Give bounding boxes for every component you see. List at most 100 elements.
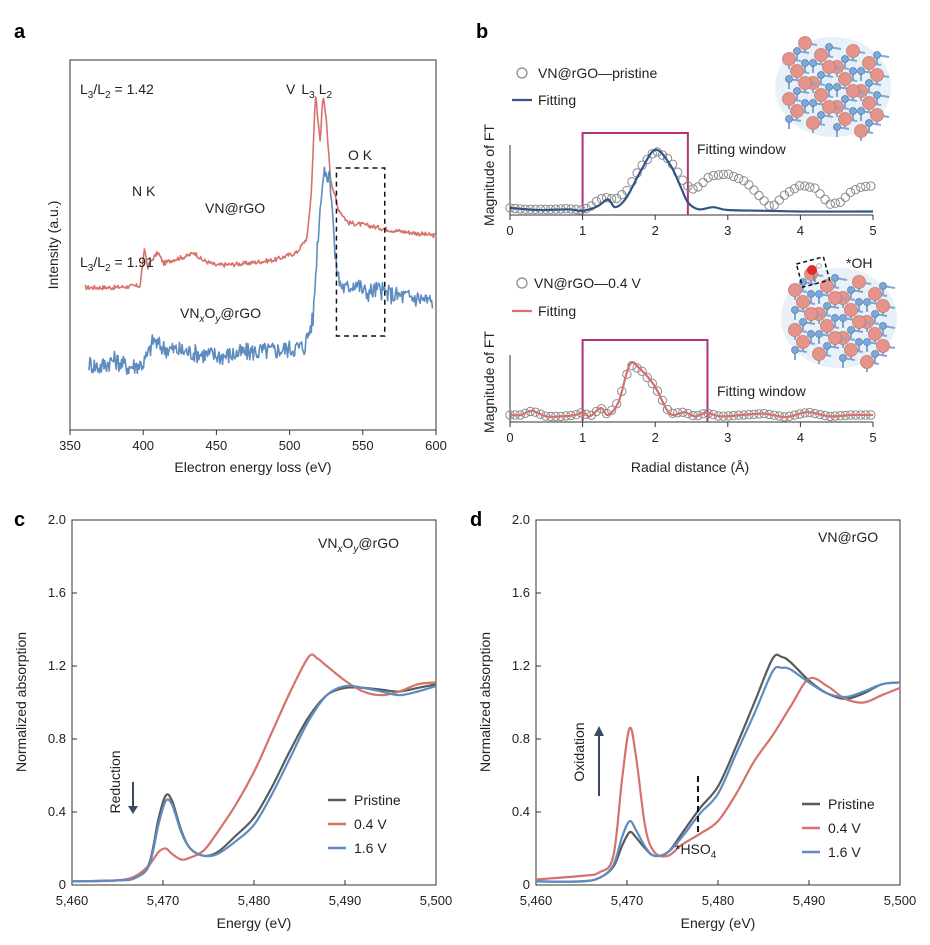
legend-label-fitting-bottom: Fitting xyxy=(538,303,576,319)
ft-marker-1-41 xyxy=(713,170,724,180)
crystal-top-atom-24 xyxy=(841,55,849,63)
crystal-bottom-atom-26 xyxy=(847,326,855,334)
crystal-top-atom-45 xyxy=(870,68,884,82)
crystal-bottom-atom-39 xyxy=(828,331,842,345)
panel-a-x-tick-label-4: 550 xyxy=(352,438,374,453)
ft-marker-1-60 xyxy=(810,183,820,193)
panel-c: c 5,460 5,470 5,480 5,490 5,500 0 0.4 0.8 1.2 1.6… xyxy=(13,509,452,931)
panel-c-title: VNxOy@rGO xyxy=(318,535,399,555)
panel-a-x-ticks: 350 400 450 500 550 600 xyxy=(59,430,447,453)
crystal-top-atom-35 xyxy=(801,99,809,107)
ft-marker-2-29 xyxy=(652,386,663,396)
crystal-top-atom-19 xyxy=(790,104,804,118)
panel-d-line-2 xyxy=(535,665,901,883)
panel-a-line-0 xyxy=(84,96,436,291)
panel-c-line-2 xyxy=(71,684,437,883)
panel-d-x-tick-label-3: 5,490 xyxy=(793,893,826,908)
crystal-top-atom-41 xyxy=(849,67,857,75)
panel-a-ok-region xyxy=(335,167,386,337)
crystal-bottom-atom-25 xyxy=(844,303,858,317)
panel-b-2-x-tick-label-3: 3 xyxy=(724,430,731,445)
crystal-bottom-atom-3 xyxy=(791,346,799,354)
panel-d-y-tick-label-2: 0.8 xyxy=(512,731,530,746)
panel-c-y-tick-label-3: 1.2 xyxy=(48,658,66,673)
crystal-bottom-atom-34 xyxy=(804,307,818,321)
panel-a-line-1 xyxy=(88,166,434,376)
panel-a-x-title: Electron energy loss (eV) xyxy=(174,459,331,475)
oh-hydrogen-atom xyxy=(816,263,822,269)
panel-c-y-tick-label-4: 1.6 xyxy=(48,585,66,600)
ft-marker-1-42 xyxy=(718,169,729,180)
ft-marker-2-3 xyxy=(520,408,530,418)
crystal-bottom-atom-24 xyxy=(847,286,855,294)
hso4-label: *HSO4 xyxy=(675,841,717,861)
crystal-bottom-atom-22 xyxy=(820,319,834,333)
panel-b-label: b xyxy=(476,21,488,43)
ft-fit-line-1 xyxy=(509,148,874,213)
crystal-bottom-atom-47 xyxy=(876,339,890,353)
panel-d-line-1 xyxy=(535,676,901,881)
panel-b-x-title: Radial distance (Å) xyxy=(631,459,749,475)
panel-c-label: c xyxy=(14,509,25,531)
panel-d-title: VN@rGO xyxy=(818,529,878,545)
crystal-bottom-atom-7 xyxy=(812,347,826,361)
crystal-structure-0-4v xyxy=(781,255,897,372)
crystal-top-atom-32 xyxy=(798,36,812,50)
panel-b-2-x-tick-label-4: 4 xyxy=(797,430,804,445)
ft-marker-1-55 xyxy=(784,186,795,197)
ft-marker-1-64 xyxy=(830,198,840,208)
ft-marker-2-5 xyxy=(530,407,541,417)
oh-oxygen-atom xyxy=(807,265,817,275)
panel-b-top: 0 1 2 3 4 5 Magnitude of FT Fitting window VN… xyxy=(481,36,891,238)
crystal-top-atom-38 xyxy=(825,83,833,91)
ft-marker-1-59 xyxy=(805,182,815,192)
reduction-arrow-head xyxy=(128,806,138,814)
panel-d-y-tick-label-3: 1.2 xyxy=(512,658,530,673)
panel-c-reduction-label: Reduction xyxy=(107,750,123,813)
crystal-top-atom-22 xyxy=(814,88,828,102)
panel-b-bottom-window-label: Fitting window xyxy=(717,383,807,399)
ft-marker-2-26 xyxy=(637,366,647,376)
ft-marker-2-30 xyxy=(657,395,668,405)
ft-marker-1-66 xyxy=(840,192,851,203)
crystal-bottom-atom-45 xyxy=(876,299,890,313)
crystal-bottom-atom-40 xyxy=(852,275,866,289)
crystal-top-atom-0 xyxy=(782,52,796,66)
ft-marker-1-35 xyxy=(683,181,693,191)
panel-c-y-tick-label-1: 0.4 xyxy=(48,804,66,819)
ft-marker-1-57 xyxy=(795,181,805,191)
panel-a-x-tick-label-2: 450 xyxy=(206,438,228,453)
ft-marker-1-63 xyxy=(825,199,835,209)
panel-b-bottom-fitting-window xyxy=(581,339,709,422)
crystal-top-atom-47 xyxy=(870,108,884,122)
ft-marker-1-38 xyxy=(698,177,708,188)
panel-d-x-title: Energy (eV) xyxy=(681,915,756,931)
panel-c-legend: Pristine 0.4 V 1.6 V xyxy=(328,792,401,856)
panel-a-nk-label: N K xyxy=(132,183,156,199)
crystal-top-atom-18 xyxy=(793,87,801,95)
legend-label-pristine: VN@rGO—pristine xyxy=(538,65,657,81)
ft-marker-1-65 xyxy=(835,197,845,208)
ft-marker-2-15 xyxy=(581,409,591,419)
panel-a-label: a xyxy=(14,21,26,43)
panel-b-2-x-tick-label-2: 2 xyxy=(652,430,659,445)
ft-marker-1-30 xyxy=(657,150,668,160)
crystal-top-atom-31 xyxy=(865,119,873,127)
panel-c-legend-label-1: 0.4 V xyxy=(354,816,387,832)
legend-label-0-4v: VN@rGO—0.4 V xyxy=(534,275,641,291)
panel-a: a 350 400 450 500 550 600 Electron energy los… xyxy=(14,21,447,475)
legend-label-fitting-top: Fitting xyxy=(538,92,576,108)
crystal-top-atom-29 xyxy=(865,79,873,87)
crystal-bottom-atom-27 xyxy=(844,343,858,357)
panel-b-2-x-tick-label-5: 5 xyxy=(869,430,876,445)
panel-b-bottom-series xyxy=(505,360,876,422)
ft-marker-1-50 xyxy=(759,196,769,206)
panel-c-y-tick-label-5: 2.0 xyxy=(48,512,66,527)
panel-d-legend-label-2: 1.6 V xyxy=(828,844,861,860)
panel-b-top-x-ticks: 0 1 2 3 4 5 xyxy=(506,215,877,238)
panel-a-x-tick-label-1: 400 xyxy=(132,438,154,453)
crystal-top-atom-20 xyxy=(814,48,828,62)
crystal-top-atom-25 xyxy=(838,72,852,86)
crystal-bottom-atom-37 xyxy=(828,291,842,305)
